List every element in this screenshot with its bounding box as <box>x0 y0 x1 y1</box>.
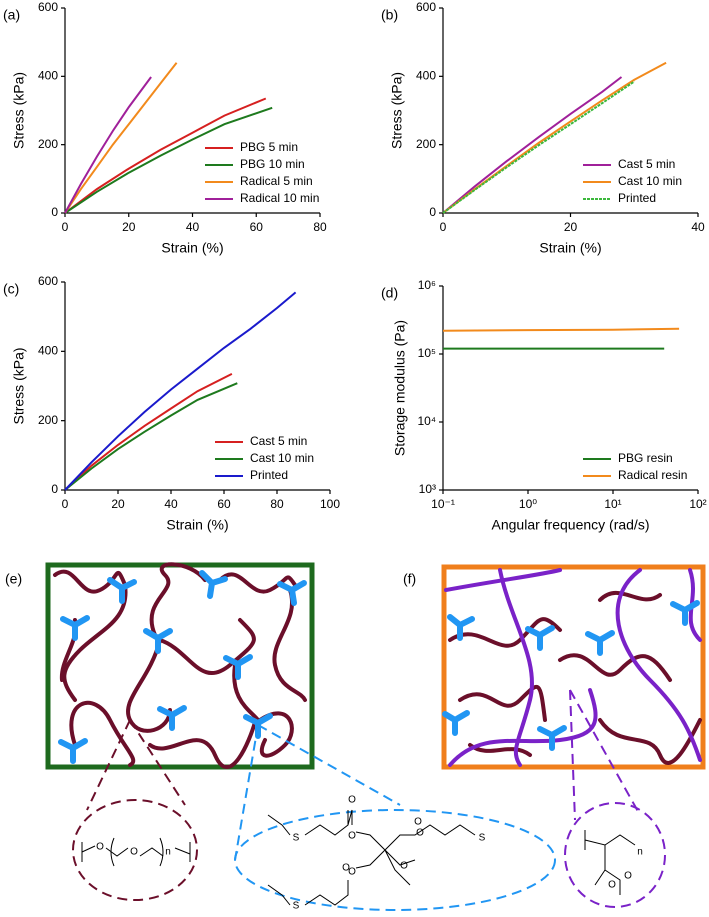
chem-bonds <box>81 809 636 906</box>
panel-label: (b) <box>381 7 398 23</box>
atom-label: n <box>637 847 643 858</box>
legend-label: Radical resin <box>618 468 687 482</box>
legend-label: Printed <box>618 191 656 205</box>
x-tick-label: 100 <box>320 497 340 511</box>
x-axis-label: Angular frequency (rad/s) <box>492 517 650 533</box>
data-line <box>64 291 297 491</box>
y-tick-label: 600 <box>38 274 58 288</box>
atom-label: S <box>293 833 300 844</box>
y-tick-label: 400 <box>38 344 58 358</box>
y-tick-label: 10⁴ <box>417 414 436 428</box>
atom-label: O <box>414 817 422 828</box>
data-line <box>64 62 178 214</box>
legend-label: Cast 10 min <box>618 174 682 188</box>
y-tick-label: 0 <box>51 482 58 496</box>
panel-label: (e) <box>5 571 22 587</box>
legend-label: PBG 5 min <box>240 140 298 154</box>
atom-label: O <box>130 847 138 858</box>
y-tick-label: 200 <box>38 413 58 427</box>
data-line <box>64 76 152 214</box>
atom-label: O <box>624 871 632 882</box>
data-line <box>64 106 273 214</box>
data-line <box>64 97 267 214</box>
data-line <box>442 80 635 214</box>
x-axis-label: Strain (%) <box>166 517 228 533</box>
x-tick-label: 20 <box>122 220 136 234</box>
data-line <box>64 382 238 491</box>
x-tick-label: 10² <box>689 497 706 511</box>
y-tick-label: 0 <box>51 205 58 219</box>
legend-label: Radical 10 min <box>240 191 319 205</box>
y-tick-label: 400 <box>38 69 58 83</box>
y-tick-label: 10³ <box>419 482 436 496</box>
panel-label: (d) <box>381 285 398 301</box>
legend-label: Radical 5 min <box>240 174 313 188</box>
panel-label: (c) <box>3 281 19 297</box>
x-tick-label: 40 <box>186 220 200 234</box>
x-axis-label: Strain (%) <box>539 240 601 256</box>
y-axis-label: Stress (kPa) <box>11 347 27 424</box>
data-line <box>442 327 680 332</box>
x-tick-label: 10⁻¹ <box>431 497 455 511</box>
panel-label: (f) <box>403 571 416 587</box>
x-tick-label: 20 <box>564 220 578 234</box>
x-tick-label: 40 <box>691 220 705 234</box>
x-tick-label: 60 <box>217 497 231 511</box>
atom-label: O <box>400 861 408 872</box>
pbg-network <box>53 562 307 770</box>
atom-label: O <box>348 831 356 842</box>
x-tick-label: 10¹ <box>604 497 621 511</box>
x-tick-label: 20 <box>111 497 125 511</box>
legend-label: PBG 10 min <box>240 157 305 171</box>
atom-label: S <box>293 901 300 912</box>
atom-label: O <box>608 880 616 891</box>
x-tick-label: 80 <box>313 220 327 234</box>
x-tick-label: 0 <box>62 497 69 511</box>
crosslinks <box>58 570 307 764</box>
y-tick-label: 200 <box>38 137 58 151</box>
network-box <box>45 562 315 770</box>
atom-label: O <box>342 863 350 874</box>
x-axis-label: Strain (%) <box>161 240 223 256</box>
y-tick-label: 600 <box>38 0 58 14</box>
y-axis-label: Stress (kPa) <box>11 72 27 149</box>
atom-label: n <box>165 847 171 858</box>
x-tick-label: 40 <box>164 497 178 511</box>
y-axis-label: Storage modulus (Pa) <box>392 320 408 456</box>
panel-label: (a) <box>3 7 20 23</box>
atom-label: S <box>479 833 486 844</box>
crosslinks <box>442 600 700 751</box>
y-tick-label: 200 <box>416 137 436 151</box>
zoom <box>72 689 666 911</box>
atom-label: O <box>96 842 104 853</box>
x-tick-label: 0 <box>62 220 69 234</box>
legend-label: PBG resin <box>618 451 673 465</box>
legend-label: Cast 5 min <box>618 157 675 171</box>
x-tick-label: 10⁰ <box>519 497 537 511</box>
x-tick-label: 60 <box>250 220 264 234</box>
y-axis-label: Stress (kPa) <box>389 72 405 149</box>
y-tick-label: 10⁵ <box>418 346 436 360</box>
y-tick-label: 600 <box>416 0 436 14</box>
data-line <box>64 373 233 491</box>
legend-label: Cast 10 min <box>250 451 314 465</box>
y-tick-label: 400 <box>416 69 436 83</box>
x-tick-label: 80 <box>270 497 284 511</box>
legend-label: Printed <box>250 468 288 482</box>
x-tick-label: 0 <box>440 220 447 234</box>
data-line <box>442 76 623 214</box>
y-tick-label: 10⁶ <box>418 278 436 292</box>
legend-label: Cast 5 min <box>250 434 307 448</box>
atom-label: O <box>416 828 424 839</box>
atom-label: O <box>348 867 356 878</box>
atom-label: O <box>348 795 356 806</box>
network-box <box>441 564 706 770</box>
radical-network <box>444 568 702 767</box>
y-tick-label: 0 <box>429 205 436 219</box>
